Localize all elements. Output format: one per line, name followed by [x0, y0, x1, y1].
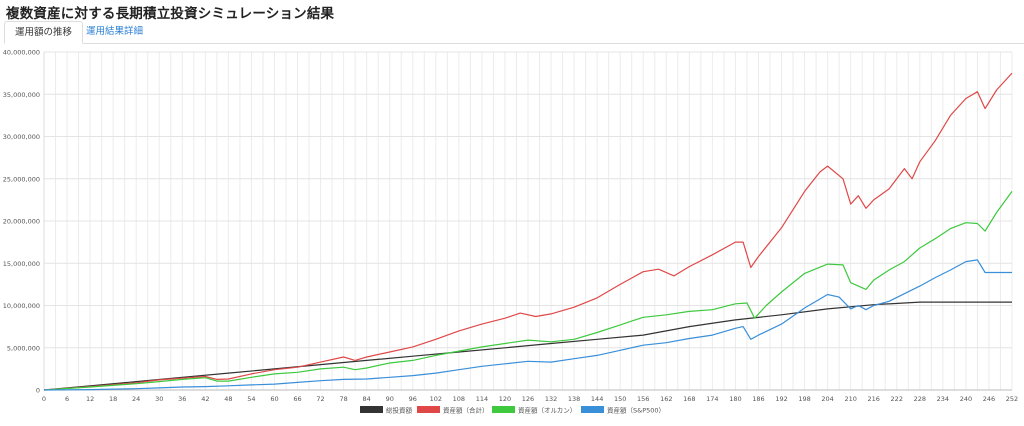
legend-swatch	[417, 406, 440, 413]
x-tick-label: 90	[386, 395, 394, 403]
y-tick-label: 15,000,000	[3, 260, 40, 268]
x-tick-label: 18	[109, 395, 117, 403]
y-tick-label: 30,000,000	[3, 133, 40, 141]
legend-swatch	[492, 406, 515, 413]
legend-item-3[interactable]: 資産額（S&P500）	[581, 406, 665, 415]
y-tick-label: 10,000,000	[3, 302, 40, 310]
chart-legend[interactable]: 総投資額 資産額（合計） 資産額（オルカン） 資産額（S&P500）	[360, 406, 665, 415]
legend-label: 総投資額	[386, 406, 413, 415]
y-tick-label: 35,000,000	[3, 91, 40, 99]
x-tick-label: 54	[247, 395, 255, 403]
chart-series	[43, 72, 1013, 391]
x-tick-label: 72	[316, 395, 324, 403]
y-tick-label: 5,000,000	[7, 344, 40, 352]
x-tick-label: 132	[545, 395, 557, 403]
x-tick-label: 66	[293, 395, 301, 403]
x-tick-label: 222	[891, 395, 903, 403]
x-tick-label: 0	[42, 395, 46, 403]
legend-label: 資産額（S&P500）	[607, 406, 665, 415]
x-tick-label: 162	[660, 395, 672, 403]
x-tick-label: 252	[1006, 395, 1018, 403]
x-tick-label: 42	[201, 395, 209, 403]
series-line-3	[43, 259, 1012, 391]
x-tick-label: 12	[86, 395, 94, 403]
y-tick-label: 40,000,000	[3, 49, 40, 57]
x-tick-label: 30	[155, 395, 163, 403]
x-tick-label: 102	[430, 395, 442, 403]
x-tick-label: 120	[499, 395, 511, 403]
x-tick-label: 186	[752, 395, 764, 403]
x-tick-label: 216	[868, 395, 880, 403]
x-tick-label: 198	[798, 395, 810, 403]
x-tick-label: 174	[706, 395, 718, 403]
x-tick-label: 234	[937, 395, 949, 403]
legend-label: 資産額（合計）	[443, 406, 489, 415]
legend-item-1[interactable]: 資産額（合計）	[417, 406, 489, 415]
x-tick-label: 228	[914, 395, 926, 403]
x-tick-label: 180	[729, 395, 741, 403]
series-line-0	[43, 301, 1012, 391]
x-tick-label: 204	[821, 395, 833, 403]
x-tick-label: 60	[270, 395, 278, 403]
tab-bar: 運用額の推移 運用結果詳細	[4, 21, 1024, 44]
page-title: 複数資産に対する長期積立投資シミュレーション結果	[6, 6, 335, 22]
x-tick-label: 126	[522, 395, 534, 403]
legend-swatch	[581, 406, 604, 413]
chart-grid	[43, 51, 1013, 391]
x-tick-label: 156	[637, 395, 649, 403]
y-tick-label: 25,000,000	[3, 175, 40, 183]
x-tick-label: 150	[614, 395, 626, 403]
x-tick-label: 24	[132, 395, 140, 403]
x-tick-label: 192	[775, 395, 787, 403]
line-chart: 0 5,000,000 10,000,000 15,000,000 20,000,000…	[3, 49, 1018, 415]
x-tick-label: 96	[409, 395, 417, 403]
x-tick-label: 36	[178, 395, 186, 403]
x-tick-label: 144	[591, 395, 603, 403]
x-tick-label: 246	[983, 395, 995, 403]
series-line-2	[43, 191, 1013, 391]
chart-axes: 0 5,000,000 10,000,000 15,000,000 20,000,000…	[3, 49, 1018, 404]
x-tick-label: 114	[476, 395, 488, 403]
legend-swatch	[360, 406, 383, 413]
series-line-1	[43, 72, 1013, 391]
x-tick-label: 168	[683, 395, 695, 403]
x-tick-label: 108	[453, 395, 465, 403]
x-tick-label: 6	[65, 395, 69, 403]
y-tick-label: 20,000,000	[3, 218, 40, 226]
y-tick-label: 0	[36, 387, 40, 395]
legend-label: 資産額（オルカン）	[518, 406, 576, 415]
x-tick-label: 240	[960, 395, 972, 403]
x-tick-label: 84	[363, 395, 371, 403]
x-tick-label: 48	[224, 395, 232, 403]
x-tick-label: 210	[844, 395, 856, 403]
tab-balance-trend[interactable]: 運用額の推移	[4, 21, 84, 44]
legend-item-0[interactable]: 総投資額	[360, 406, 413, 415]
x-tick-label: 138	[568, 395, 580, 403]
x-tick-label: 78	[339, 395, 347, 403]
tab-result-details[interactable]: 運用結果詳細	[86, 26, 144, 37]
legend-item-2[interactable]: 資産額（オルカン）	[492, 406, 576, 415]
